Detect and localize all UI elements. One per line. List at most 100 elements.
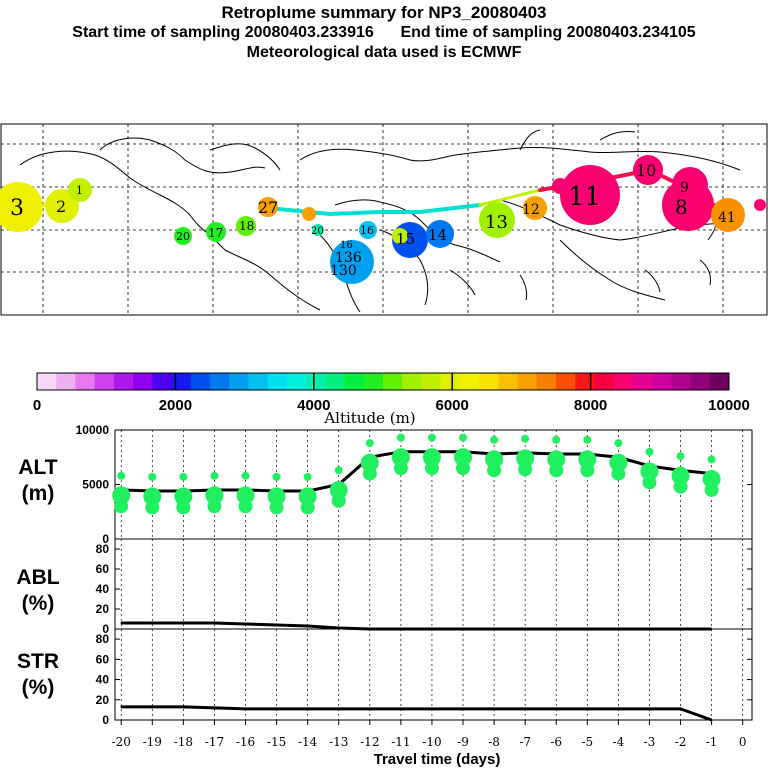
plume-bubble [298, 487, 317, 506]
colorbar-tick-label: 8000 [574, 397, 607, 414]
map-marker [560, 165, 620, 225]
data-point [400, 708, 402, 710]
colorbar-swatch [229, 373, 249, 390]
colorbar-swatch [113, 373, 134, 390]
colorbar-swatch [37, 373, 57, 390]
colorbar-tick-label: 10000 [708, 397, 750, 414]
y-tick-label: 80 [96, 542, 110, 556]
map-graticule [1, 124, 767, 315]
plume-bubble [485, 450, 504, 469]
map-label: 11 [568, 182, 601, 212]
plume-bubble [205, 486, 224, 505]
x-tick-label: -17 [205, 735, 224, 749]
map-label: 136 [335, 250, 362, 266]
data-point [617, 708, 620, 710]
data-point [151, 622, 154, 624]
data-point [462, 708, 464, 710]
plume-bubble [640, 462, 659, 481]
colorbar-tick-label: 2000 [159, 397, 192, 414]
x-tick-label: -7 [519, 735, 531, 749]
series-line-abl [121, 621, 712, 631]
x-tick-label: -14 [298, 735, 318, 749]
plume-bubble [303, 472, 312, 481]
map-marker [0, 182, 43, 232]
plume-bubble [396, 433, 405, 442]
y-axis-label: STR [17, 650, 59, 673]
colorbar: 0 2000 4000 6000 8000 10000 [33, 372, 750, 414]
panel-frame-alt [114, 429, 753, 540]
data-point [493, 708, 495, 710]
plume-bubble [578, 450, 597, 469]
x-tick-label: -16 [236, 735, 255, 749]
plume-bubble [179, 472, 188, 481]
map-label: 130 [330, 263, 357, 279]
y-tick-label: 0 [102, 622, 109, 636]
colorbar-swatch [517, 373, 538, 390]
map-marker [236, 216, 256, 236]
map-label: 8 [675, 195, 688, 219]
altitude-markers [0, 155, 766, 284]
map-marker [552, 178, 568, 194]
colorbar-swatch [402, 373, 422, 390]
map-label: 20 [311, 226, 324, 237]
colorbar-swatch [190, 373, 211, 390]
x-tick-label: -1 [706, 735, 718, 749]
plume-bubble [148, 472, 157, 481]
map-marker [662, 179, 714, 231]
plume-bubble [459, 433, 468, 442]
y-axis-label-unit: (%) [22, 592, 55, 615]
map-marker [479, 202, 515, 238]
colorbar-swatch [440, 373, 461, 390]
plume-bubble [391, 448, 410, 467]
colorbar-swatch [286, 373, 307, 390]
map-label: 16 [360, 224, 374, 237]
plume-bubble [112, 486, 131, 505]
map-label: 3 [10, 196, 24, 221]
plume-bubble [360, 453, 379, 472]
map-marker [258, 197, 278, 217]
data-point [244, 623, 247, 625]
colorbar-swatch [210, 373, 230, 390]
plume-bubble [334, 466, 343, 475]
data-point [213, 622, 216, 624]
plume-bubble [671, 466, 690, 485]
data-point [679, 708, 682, 710]
plume-bubble [241, 471, 250, 480]
colorbar-swatch [75, 373, 96, 390]
y-tick-label: 40 [96, 673, 110, 687]
x-tick-label: -18 [174, 735, 193, 749]
map-marker [523, 196, 547, 220]
map-marker [426, 220, 454, 248]
colorbar-swatch [459, 373, 480, 390]
plume-bubble [521, 434, 530, 443]
data-point [431, 708, 433, 710]
data-point [306, 708, 309, 710]
map-label: 17 [208, 226, 223, 240]
colorbar-swatch [94, 373, 115, 390]
map-label: 15 [396, 230, 415, 248]
colorbar-swatch [498, 373, 518, 390]
map-marker [711, 198, 745, 232]
data-point [120, 706, 123, 708]
series-line-str [121, 705, 713, 722]
plume-bubble [490, 435, 499, 444]
colorbar-swatch [421, 373, 442, 390]
colorbar-swatch [671, 373, 691, 390]
map-marker [302, 207, 316, 221]
map-marker [68, 178, 92, 202]
plume-bubble [422, 448, 441, 467]
map-label: 16 [340, 240, 353, 251]
plume-bubble [427, 433, 436, 442]
x-tick-label: -6 [550, 735, 562, 749]
colorbar-swatch [344, 373, 365, 390]
plume-bubble [174, 487, 193, 506]
y-tick-label: 20 [96, 602, 110, 616]
map-marker [174, 227, 192, 245]
plume-bubble [143, 487, 162, 506]
colorbar-swatch [690, 373, 711, 390]
data-point [337, 708, 340, 710]
y-tick-label: 40 [96, 582, 110, 596]
plume-bubble [329, 480, 348, 499]
y-tick-label: 0 [102, 532, 109, 546]
plume-bubble [702, 470, 721, 489]
